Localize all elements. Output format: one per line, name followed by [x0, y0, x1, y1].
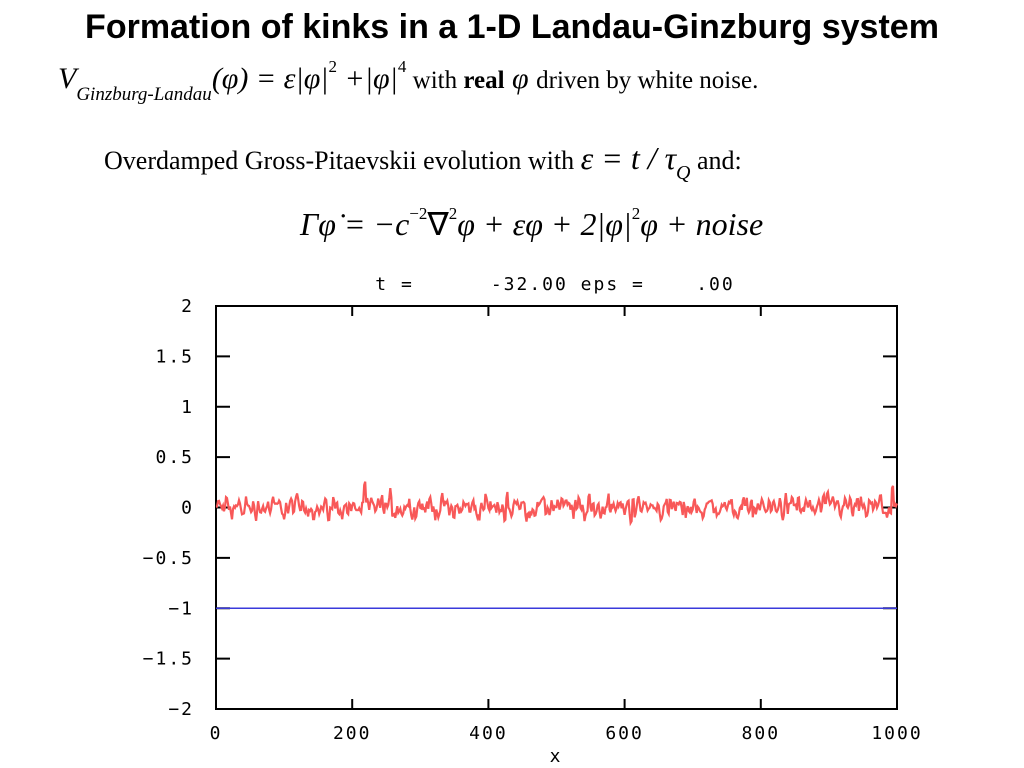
phi-symbol: φ [504, 62, 537, 95]
potential-subscript: Ginzburg-Landau [76, 84, 212, 105]
y-tick-label: 2 [181, 296, 194, 317]
real-text: real [463, 67, 505, 94]
x-tick-label: 1000 [871, 723, 922, 744]
plot-title: t = -32.00 eps = .00 [375, 274, 734, 295]
x-tick-label: 0 [210, 723, 223, 744]
gp-sup3: 2 [631, 204, 641, 223]
exponent-4: 4 [397, 57, 407, 76]
gp-part3: φ + εφ + 2|φ| [457, 206, 632, 242]
y-tick-label: −0.5 [143, 548, 194, 569]
noise-field-line [215, 481, 899, 527]
plot-series [215, 481, 899, 609]
y-tick-label: −1 [168, 598, 194, 619]
potential-plus: +|φ| [337, 62, 398, 95]
axis-ticks: 0 200 400 600 800 1000 2 1.5 1 0.5 0 −0.5 −1 −1.5 −2 [143, 296, 922, 744]
y-tick-label: 0 [181, 498, 194, 519]
y-tick-label: 0.5 [155, 447, 194, 468]
epsilon-equation: ε = t / τ [580, 140, 677, 176]
gross-pitaevskii-equation: Γφ̇ = −c−2∇2φ + εφ + 2|φ|2φ + noise [300, 204, 764, 243]
x-tick-label: 200 [333, 723, 372, 744]
y-tick-label: 1.5 [155, 346, 194, 367]
y-tick-label: 1 [181, 397, 194, 418]
evolution-text: Overdamped Gross-Pitaevskii evolution wi… [104, 146, 581, 175]
gp-lhs: Γφ̇ [300, 206, 336, 242]
potential-equation: VGinzburg-Landau(φ) = ε|φ|2 +|φ|4 with r… [58, 57, 759, 105]
and-text: and: [690, 146, 742, 175]
x-axis-label: x [550, 746, 561, 767]
evolution-description: Overdamped Gross-Pitaevskii evolution wi… [104, 140, 742, 184]
slide-title: Formation of kinks in a 1-D Landau-Ginzb… [85, 8, 939, 46]
x-tick-label: 400 [469, 723, 508, 744]
tau-subscript: Q [676, 162, 691, 184]
gp-part2: ∇ [427, 206, 449, 242]
potential-body: (φ) = ε|φ| [211, 62, 329, 95]
y-tick-label: −2 [168, 699, 194, 720]
gp-sup1: −2 [409, 204, 428, 223]
gp-part1: = −c [335, 206, 410, 242]
gp-sup2: 2 [448, 204, 458, 223]
gp-part4: φ + noise [640, 206, 764, 242]
potential-symbol: V [58, 62, 77, 95]
x-tick-label: 800 [742, 723, 781, 744]
noise-description: driven by white noise. [536, 67, 759, 94]
exponent-2: 2 [328, 57, 338, 76]
with-text: with [406, 67, 464, 94]
y-tick-label: −1.5 [143, 649, 194, 670]
x-tick-label: 600 [605, 723, 644, 744]
